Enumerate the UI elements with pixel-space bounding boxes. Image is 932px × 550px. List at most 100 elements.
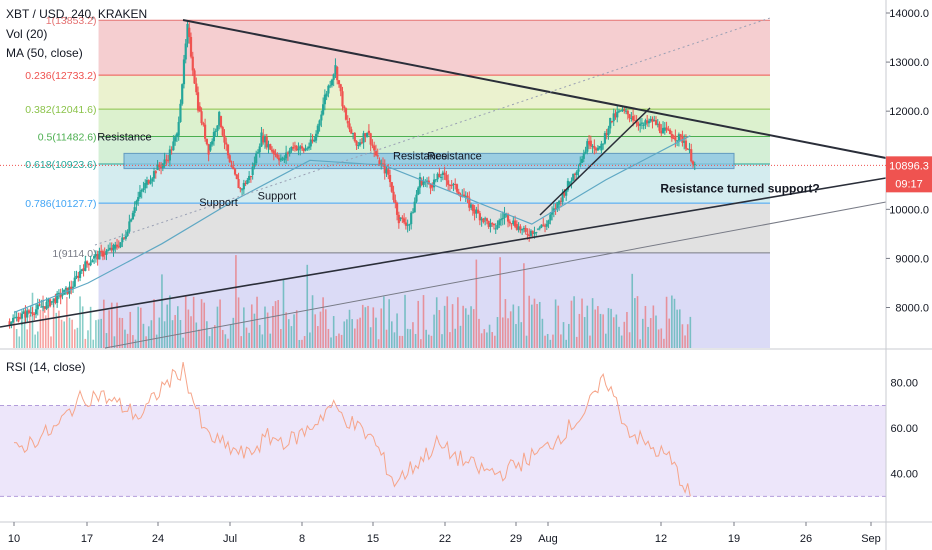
candle-body [610, 120, 614, 122]
time-tick-label: 29 [510, 533, 522, 545]
volume-bar [541, 318, 544, 348]
volume-bar [509, 311, 512, 348]
volume-bar [673, 298, 676, 348]
volume-bar [324, 309, 327, 348]
candle-body [549, 214, 552, 221]
volume-bar [126, 333, 129, 348]
candle-body [145, 179, 149, 185]
volume-bar [44, 315, 47, 348]
candle-body [228, 155, 231, 163]
candle-body [670, 133, 673, 139]
volume-bar [647, 326, 649, 348]
candle-body [366, 132, 369, 138]
candle-body [85, 261, 89, 264]
candle-body [543, 225, 547, 227]
volume-bar [398, 335, 401, 348]
volume-bar [655, 315, 657, 348]
candle-body [632, 116, 635, 121]
volume-bar [295, 310, 298, 348]
volume-bar [309, 332, 311, 348]
candle-body [61, 294, 64, 296]
rsi-tick-label: 40.00 [890, 469, 918, 481]
candle-body [114, 244, 117, 249]
volume-bar [184, 295, 187, 348]
ascending-trendline [0, 177, 887, 328]
volume-bar [610, 308, 612, 348]
volume-bar [678, 309, 681, 348]
candle-body [292, 146, 295, 149]
volume-bar [264, 306, 266, 348]
candle-body [258, 146, 261, 153]
volume-bar [166, 304, 169, 348]
candle-body [350, 129, 353, 134]
candle-body [293, 145, 297, 147]
candle-body [184, 43, 187, 60]
candle-body [313, 139, 316, 142]
candle-body [577, 169, 580, 172]
time-tick-label: 26 [800, 533, 812, 545]
volume-bar [417, 300, 420, 348]
candle-body [52, 298, 55, 302]
volume-bar [229, 324, 232, 348]
candle-body [579, 162, 582, 166]
volume-bar [652, 305, 655, 348]
volume-bar [665, 296, 668, 348]
volume-bar [266, 312, 269, 348]
candle-body [343, 106, 346, 109]
chart-annotation: Support [258, 191, 297, 203]
chart-annotation: Resistance [393, 150, 447, 162]
candle-body [314, 133, 318, 141]
time-tick-label: 10 [8, 533, 20, 545]
volume-bar [467, 314, 470, 348]
volume-bar [280, 329, 282, 348]
fib-level-label: 0.382(12041.6) [25, 104, 96, 116]
volume-bar [641, 318, 644, 348]
volume-bar [192, 296, 195, 348]
candle-body [98, 250, 101, 260]
volume-bar [375, 317, 377, 348]
volume-bar [338, 333, 340, 348]
volume-bar [63, 321, 65, 348]
candle-body [15, 316, 18, 318]
candle-body [559, 200, 562, 202]
fib-level-label: 0.5(11482.6) [38, 132, 97, 144]
volume-bar [433, 314, 435, 348]
candle-body [100, 250, 103, 252]
candle-body [468, 197, 471, 208]
volume-bar [330, 337, 332, 348]
volume-bar [388, 299, 390, 348]
candle-body [649, 118, 652, 122]
candle-body [300, 146, 304, 149]
candle-body [566, 180, 570, 191]
candle-body [595, 148, 598, 151]
candle-body [108, 247, 112, 250]
candle-body [403, 218, 406, 223]
volume-bar [52, 300, 55, 348]
volume-bar [256, 296, 258, 348]
volume-bar [103, 299, 105, 348]
time-tick-label: 15 [367, 533, 379, 545]
volume-bar [496, 317, 499, 348]
volume-bar [480, 333, 483, 348]
vol-indicator-label: Vol (20) [6, 27, 47, 41]
candle-body [628, 114, 631, 119]
candle-body [320, 114, 323, 121]
volume-bar [380, 308, 383, 348]
volume-bar [554, 299, 557, 348]
volume-bar [158, 317, 161, 348]
candle-body [49, 299, 52, 307]
candle-body [353, 132, 356, 142]
candle-body [24, 311, 27, 318]
volume-bar [169, 295, 171, 348]
volume-bar [221, 329, 224, 348]
candle-body [107, 249, 110, 251]
candle-body [381, 163, 385, 165]
volume-bar [391, 321, 393, 348]
candle-body [616, 111, 619, 118]
volume-bar [634, 298, 636, 348]
volume-bar [153, 299, 155, 348]
candle-body [137, 197, 140, 202]
candle-body [272, 150, 275, 155]
